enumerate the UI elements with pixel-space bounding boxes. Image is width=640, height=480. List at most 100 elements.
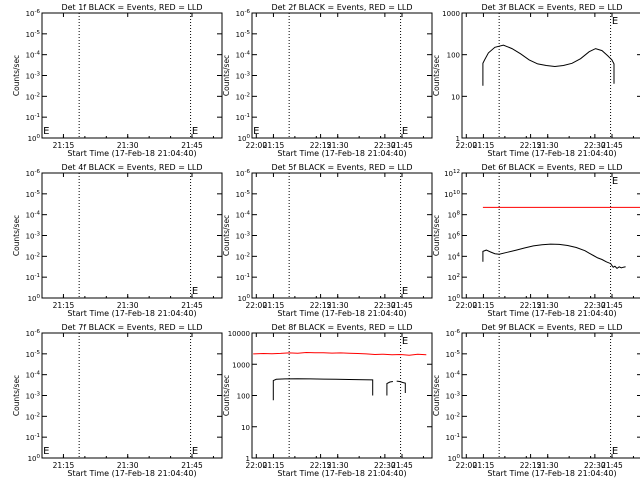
detector-8-y-tick-label: 10: [241, 424, 250, 432]
detector-4-y-tick-label: 10-3: [26, 232, 41, 241]
detector-1-y-tick-label: 10-3: [26, 72, 41, 81]
detector-9-e-marker: E: [612, 446, 618, 457]
detector-5-x-tick-label: 21:45: [391, 301, 413, 310]
detector-1-y-tick-label: 10-2: [26, 92, 40, 101]
detector-8-y-axis-label: Counts/sec: [222, 375, 231, 416]
detector-7-x-tick-label: 21:15: [53, 461, 75, 470]
detector-5-y-tick-label: 10-6: [236, 169, 251, 178]
detector-2-x-axis-label: Start Time (17-Feb-18 21:04:40): [277, 149, 406, 158]
detector-1-y-tick-label: 10-5: [26, 30, 41, 39]
detector-5-x-tick-label: 21:30: [327, 301, 349, 310]
detector-7-e-marker: E: [192, 446, 198, 457]
detector-8-e-marker: E: [402, 336, 408, 347]
detector-1-x-tick-label: 21:45: [181, 141, 203, 150]
detector-8-panel: Det 8f BLACK = Events, RED = LLD 21:15 21:…: [222, 323, 606, 478]
detector-8-x-tick-label: 22:15: [520, 461, 542, 470]
detector-2-x-tick-label: 21:15: [263, 141, 285, 150]
detector-5-y-tick-label: 10-3: [236, 232, 251, 241]
detector-2-y-tick-label: 10-6: [236, 9, 251, 18]
detector-5-y-tick-label: 100: [238, 294, 251, 303]
detector-7-plot-frame: [41, 332, 223, 459]
detector-2-x-tick-label: 22:00: [455, 141, 477, 150]
detector-2-y-tick-label: 100: [238, 134, 251, 143]
detector-9-y-tick-label: 100: [448, 454, 461, 463]
detector-6-plot-frame: [461, 172, 640, 299]
detector-5-y-axis-label: Counts/sec: [222, 215, 231, 256]
detector-6-y-tick-label: 1012: [444, 169, 460, 178]
detector-8-series-2-events: [272, 378, 374, 401]
detector-4-x-tick-label: 22:00: [245, 301, 267, 310]
detector-9-x-tick-label: 21:30: [537, 461, 559, 470]
detector-2-x-tick-label: 21:45: [391, 141, 413, 150]
detector-3-y-tick-label: 1000: [442, 10, 460, 18]
detector-6-x-tick-label: 21:45: [601, 301, 623, 310]
detector-4-y-tick-label: 10-4: [26, 211, 41, 220]
detector-5-x-tick-label: 22:00: [455, 301, 477, 310]
detector-8-y-tick-label: 10000: [228, 330, 250, 338]
detector-2-title: Det 2f BLACK = Events, RED = LLD: [271, 3, 412, 12]
detector-8-series-4-events: [396, 380, 406, 393]
detector-3-panel: Det 3f BLACK = Events, RED = LLD 21:15 21:…: [432, 3, 640, 158]
detector-6-e-marker: E: [612, 176, 618, 187]
detector-9-y-tick-label: 10-6: [446, 329, 461, 338]
detector-4-y-tick-label: 10-1: [26, 273, 40, 282]
detector-2-y-tick-label: 10-4: [236, 51, 251, 60]
detector-9-x-tick-label: 21:45: [601, 461, 623, 470]
detector-2-x-tick-label: 21:30: [327, 141, 349, 150]
detector-7-y-tick-label: 10-4: [26, 371, 41, 380]
detector-6-y-tick-label: 102: [448, 273, 460, 282]
detector-4-x-tick-label: 21:30: [117, 301, 139, 310]
detector-1-x-tick-label: 22:00: [245, 141, 267, 150]
detector-1-e-marker: E: [192, 126, 198, 137]
detector-5-x-axis-label: Start Time (17-Feb-18 21:04:40): [277, 309, 406, 318]
detector-8-x-tick-label: 21:15: [263, 461, 285, 470]
detector-2-panel: Det 2f BLACK = Events, RED = LLD 21:15 21:…: [222, 3, 606, 158]
detector-5-e-marker: E: [402, 286, 408, 297]
detector-6-panel: Det 6f BLACK = Events, RED = LLD 21:15 21:…: [432, 163, 640, 318]
detector-7-y-axis-label: Counts/sec: [12, 375, 21, 416]
detector-5-y-tick-label: 10-2: [236, 252, 250, 261]
detector-2-e-marker: E: [402, 126, 408, 137]
detector-4-x-tick-label: 22:30: [374, 301, 396, 310]
detector-3-title: Det 3f BLACK = Events, RED = LLD: [481, 3, 622, 12]
detector-6-y-axis-label: Counts/sec: [432, 215, 441, 256]
detector-7-y-tick-label: 10-1: [26, 433, 40, 442]
detector-2-y-tick-label: 10-3: [236, 72, 251, 81]
detector-2-y-tick-label: 10-1: [236, 113, 250, 122]
detector-7-y-tick-label: 10-2: [26, 412, 40, 421]
detector-6-x-tick-label: 21:15: [473, 301, 495, 310]
detector-4-x-tick-label: 21:15: [53, 301, 75, 310]
detector-8-series-1-lld: [253, 351, 427, 356]
detector-3-y-tick-label: 100: [447, 52, 460, 60]
detector-2-y-tick-label: 10-2: [236, 92, 250, 101]
detector-5-y-tick-label: 10-5: [236, 190, 251, 199]
detector-4-title: Det 4f BLACK = Events, RED = LLD: [61, 163, 202, 172]
detector-3-x-tick-label: 21:30: [537, 141, 559, 150]
detector-3-y-axis-label: Counts/sec: [432, 55, 441, 96]
detector-7-x-tick-label: 22:30: [374, 461, 396, 470]
detector-9-y-tick-label: 10-5: [446, 350, 461, 359]
detector-6-series-2-events: [482, 243, 626, 270]
detector-8-series-3-events: [386, 381, 393, 396]
detector-1-e-marker: E: [43, 126, 49, 137]
detector-3-e-marker: E: [612, 16, 618, 27]
detector-5-title: Det 5f BLACK = Events, RED = LLD: [271, 163, 412, 172]
detector-6-y-tick-label: 100: [448, 294, 461, 303]
detector-7-e-marker: E: [43, 446, 49, 457]
detector-9-plot-frame: [461, 332, 640, 459]
detector-1-x-axis-label: Start Time (17-Feb-18 21:04:40): [67, 149, 196, 158]
detector-5-y-tick-label: 10-1: [236, 273, 250, 282]
detector-5-x-tick-label: 21:15: [263, 301, 285, 310]
detector-6-x-tick-label: 21:30: [537, 301, 559, 310]
detector-8-y-tick-label: 100: [237, 393, 250, 401]
detector-4-y-tick-label: 10-2: [26, 252, 40, 261]
detector-1-panel: Det 1f BLACK = Events, RED = LLD 21:15 21:…: [12, 3, 396, 158]
detector-5-panel: Det 5f BLACK = Events, RED = LLD 21:15 21:…: [222, 163, 606, 318]
detector-6-title: Det 6f BLACK = Events, RED = LLD: [481, 163, 622, 172]
detector-4-x-axis-label: Start Time (17-Feb-18 21:04:40): [67, 309, 196, 318]
detector-6-y-tick-label: 1010: [444, 190, 460, 199]
detector-1-x-tick-label: 21:30: [117, 141, 139, 150]
detector-8-y-tick-label: 1000: [232, 361, 250, 369]
detector-1-x-tick-label: 22:15: [310, 141, 332, 150]
